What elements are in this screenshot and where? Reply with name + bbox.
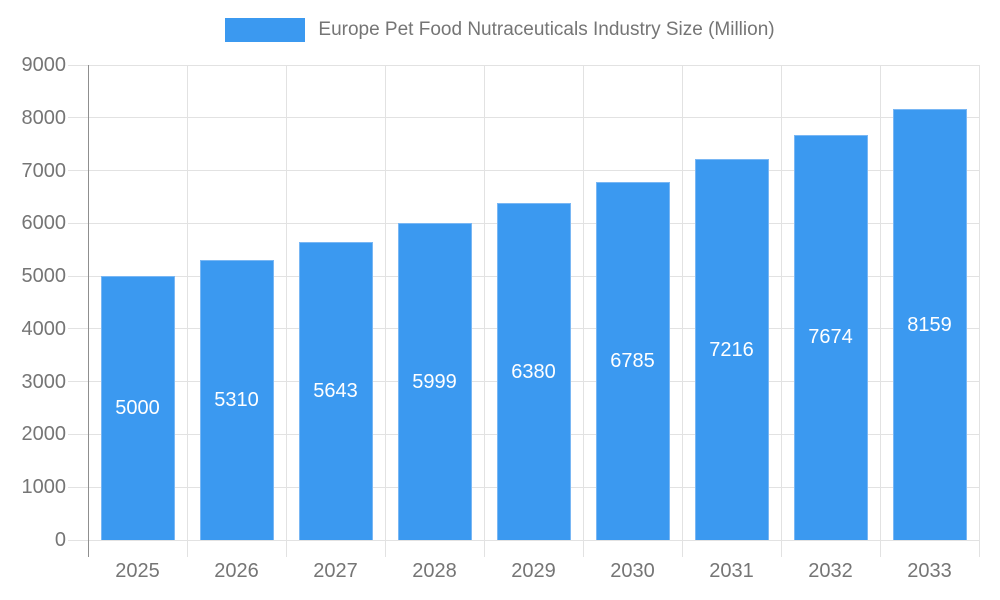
x-gridline [681,65,683,540]
bar: 5000 [100,276,175,540]
y-axis-tick-label: 6000 [21,212,67,235]
x-axis-tick [186,540,188,557]
bar: 6380 [496,203,571,540]
x-axis-tick [780,540,782,557]
x-gridline [384,65,386,540]
bar-value-label: 6785 [610,349,655,372]
x-gridline [285,65,287,540]
x-axis-tick-label: 2026 [214,560,259,582]
x-axis-tick [978,540,980,557]
y-gridline [68,170,979,172]
bar-value-label: 7216 [709,338,754,361]
bar: 5999 [397,223,472,540]
legend: Europe Pet Food Nutraceuticals Industry … [0,18,1000,42]
y-gridline [68,539,979,541]
x-gridline [186,65,188,540]
x-gridline [582,65,584,540]
x-gridline [483,65,485,540]
y-axis-tick-label: 8000 [21,106,67,129]
bar: 6785 [595,181,670,540]
x-axis-tick [285,540,287,557]
y-axis-line [88,65,89,557]
y-axis-tick-label: 3000 [21,370,67,393]
y-gridline [68,117,979,119]
x-axis-tick-label: 2032 [808,560,853,582]
x-axis-tick-label: 2030 [610,560,655,582]
bar: 7216 [694,159,769,540]
y-gridline [68,64,979,66]
x-axis-tick [483,540,485,557]
x-gridline [978,65,980,540]
y-axis-tick-label: 2000 [21,423,67,446]
bar-value-label: 8159 [907,313,952,336]
x-axis-tick-label: 2031 [709,560,754,582]
bar: 8159 [892,109,967,540]
x-axis-tick-label: 2025 [115,560,160,582]
x-axis-tick [582,540,584,557]
x-axis-tick-label: 2029 [511,560,556,582]
bar-value-label: 7674 [808,326,853,349]
bar: 7674 [793,134,868,540]
y-axis-tick-label: 5000 [21,265,67,288]
chart-title: Europe Pet Food Nutraceuticals Industry … [318,19,775,40]
x-gridline [780,65,782,540]
bar-value-label: 6380 [511,360,556,383]
y-axis-tick-label: 9000 [21,54,67,76]
y-axis-tick-label: 7000 [21,159,67,182]
bar-value-label: 5643 [313,380,358,403]
x-axis-tick-label: 2027 [313,560,358,582]
y-axis-tick-label: 4000 [21,317,67,340]
bar-value-label: 5000 [115,397,160,420]
legend-swatch [225,18,306,42]
y-axis-tick-label: 1000 [21,476,67,499]
x-axis-tick [879,540,881,557]
x-axis-tick-label: 2033 [907,560,952,582]
bar-value-label: 5999 [412,370,457,393]
x-gridline [879,65,881,540]
x-axis-tick-label: 2028 [412,560,457,582]
bar: 5310 [199,259,274,540]
x-axis-tick [384,540,386,557]
y-axis-tick-label: 0 [54,529,66,551]
bar: 5643 [298,242,373,540]
x-axis-tick [681,540,683,557]
bar-value-label: 5310 [214,388,259,411]
